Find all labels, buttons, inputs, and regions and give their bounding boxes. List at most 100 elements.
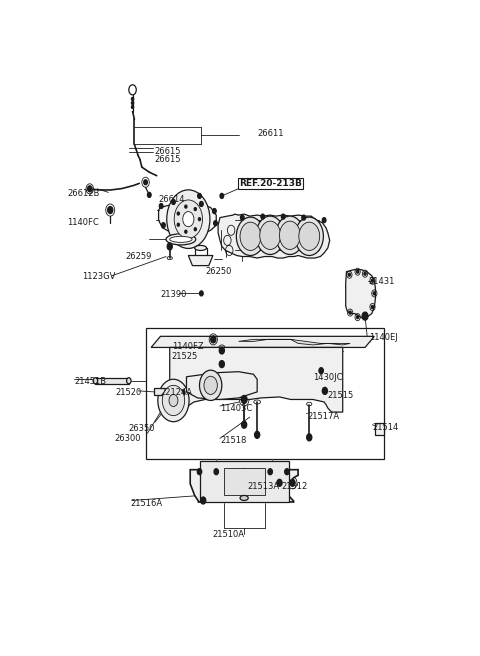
Circle shape — [277, 480, 282, 486]
Text: 26615: 26615 — [155, 147, 181, 156]
Circle shape — [194, 207, 196, 211]
Circle shape — [169, 394, 178, 407]
Polygon shape — [190, 470, 298, 502]
Circle shape — [183, 212, 194, 227]
Circle shape — [132, 97, 133, 100]
Text: 22124A: 22124A — [160, 388, 192, 398]
Bar — [154, 388, 165, 396]
Circle shape — [162, 385, 185, 416]
Circle shape — [198, 218, 201, 220]
Text: 26300: 26300 — [114, 434, 141, 443]
Circle shape — [241, 421, 247, 428]
Circle shape — [214, 468, 218, 475]
Text: 21518: 21518 — [220, 436, 246, 445]
Circle shape — [281, 214, 285, 219]
Circle shape — [159, 203, 163, 209]
Circle shape — [364, 272, 366, 276]
Circle shape — [147, 192, 151, 197]
Circle shape — [302, 215, 305, 220]
Ellipse shape — [195, 245, 206, 251]
Circle shape — [167, 243, 172, 250]
Circle shape — [295, 217, 324, 256]
Text: 21431: 21431 — [369, 277, 395, 286]
Circle shape — [87, 186, 92, 192]
Circle shape — [268, 468, 273, 475]
Circle shape — [200, 201, 203, 207]
Circle shape — [373, 292, 375, 295]
Text: 21390: 21390 — [160, 291, 187, 299]
Circle shape — [200, 291, 203, 296]
Circle shape — [185, 230, 187, 234]
Polygon shape — [96, 378, 129, 384]
Text: 1123GV: 1123GV — [83, 272, 116, 281]
Circle shape — [357, 316, 359, 319]
Polygon shape — [346, 270, 375, 319]
Circle shape — [372, 279, 373, 282]
Circle shape — [197, 468, 202, 475]
Circle shape — [180, 390, 185, 396]
Circle shape — [357, 270, 359, 273]
Text: 26259: 26259 — [125, 252, 152, 261]
Circle shape — [174, 200, 203, 238]
Text: 21520: 21520 — [116, 388, 142, 398]
Circle shape — [240, 215, 244, 220]
Circle shape — [348, 273, 350, 276]
Circle shape — [201, 497, 206, 504]
Ellipse shape — [170, 236, 192, 242]
Circle shape — [198, 194, 202, 198]
Circle shape — [219, 361, 225, 367]
Circle shape — [254, 431, 260, 438]
Circle shape — [144, 180, 147, 185]
Text: 1430JC: 1430JC — [313, 373, 342, 382]
Circle shape — [290, 480, 295, 486]
Circle shape — [211, 336, 216, 343]
Text: 26611: 26611 — [257, 129, 284, 138]
Circle shape — [241, 396, 247, 403]
Circle shape — [108, 207, 113, 214]
Text: 26250: 26250 — [205, 267, 231, 276]
Polygon shape — [375, 423, 384, 435]
Circle shape — [242, 468, 246, 475]
Circle shape — [200, 370, 222, 400]
Text: 1140EJ: 1140EJ — [369, 333, 397, 342]
Text: 21516A: 21516A — [131, 499, 163, 508]
Text: REF.20-213B: REF.20-213B — [240, 179, 302, 188]
Bar — [200, 461, 289, 501]
Circle shape — [307, 434, 312, 441]
Bar — [224, 468, 264, 495]
Circle shape — [204, 377, 217, 394]
Circle shape — [319, 367, 324, 374]
Circle shape — [132, 106, 133, 108]
Circle shape — [276, 216, 304, 255]
Circle shape — [279, 221, 300, 249]
Polygon shape — [151, 337, 374, 348]
Circle shape — [299, 222, 320, 251]
Text: 21514: 21514 — [372, 422, 399, 432]
Text: 21515: 21515 — [328, 392, 354, 400]
Circle shape — [172, 398, 175, 403]
Circle shape — [219, 347, 225, 354]
Ellipse shape — [127, 378, 131, 384]
Ellipse shape — [93, 378, 97, 384]
Circle shape — [240, 222, 261, 251]
Text: 21451B: 21451B — [74, 377, 106, 386]
Polygon shape — [186, 372, 257, 400]
Polygon shape — [188, 255, 213, 266]
Polygon shape — [170, 348, 343, 412]
Text: 21513A: 21513A — [248, 482, 280, 491]
Bar — [145, 328, 384, 459]
Circle shape — [349, 311, 351, 314]
Text: 21510A: 21510A — [213, 530, 244, 539]
Ellipse shape — [166, 234, 196, 245]
Circle shape — [162, 222, 165, 228]
Circle shape — [132, 102, 133, 104]
Circle shape — [214, 220, 217, 226]
Circle shape — [194, 228, 196, 231]
Text: 26350: 26350 — [129, 424, 156, 433]
Circle shape — [285, 468, 289, 475]
Circle shape — [167, 190, 210, 249]
Circle shape — [213, 209, 216, 214]
Circle shape — [177, 223, 180, 226]
Circle shape — [158, 379, 189, 422]
Circle shape — [362, 312, 368, 320]
